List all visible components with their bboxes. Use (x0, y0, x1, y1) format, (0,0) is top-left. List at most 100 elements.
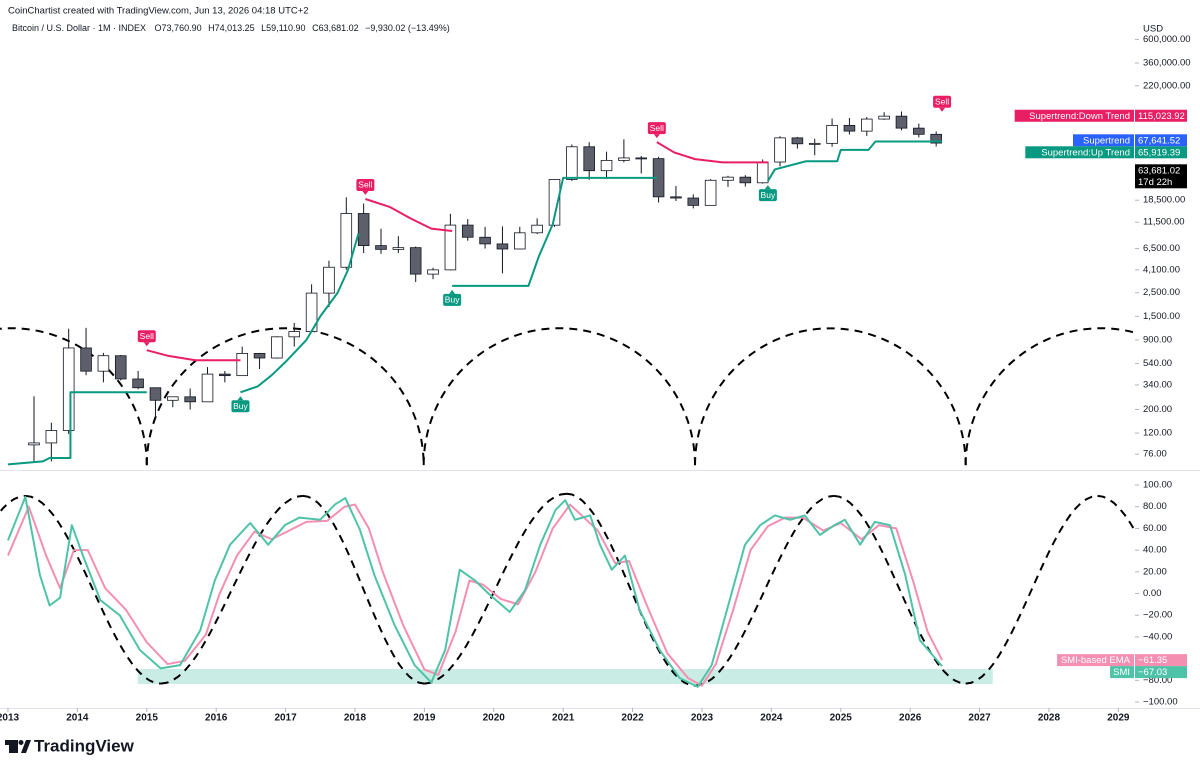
ohlc-change: −9,930.02 (−13.49%) (365, 23, 450, 33)
candle-body (791, 137, 804, 145)
candle-body (132, 378, 144, 389)
y-tick-label: 0.00 (1143, 588, 1162, 599)
ohlc-high: H74,013.25 (208, 23, 255, 33)
price-badge (1135, 109, 1187, 122)
x-tick-label: 2016 (205, 713, 228, 724)
series-name-label: SMI (1113, 667, 1130, 678)
candle-body (514, 232, 526, 250)
y-tick-label: 40.00 (1143, 545, 1167, 556)
line-series (146, 141, 768, 362)
candle-body (913, 127, 925, 135)
price-badge-note: 17d 22h (1138, 177, 1172, 188)
signal-label: Sell (935, 97, 949, 107)
candle-body (323, 266, 335, 294)
y-tick-label: 100.00 (1143, 480, 1172, 491)
candle-body (808, 142, 821, 145)
candle-body (878, 115, 890, 120)
candle-body (826, 124, 838, 144)
signal-label: Buy (761, 190, 776, 200)
y-tick-label: 2,500.00 (1143, 287, 1180, 298)
x-tick-label: 2019 (413, 713, 436, 724)
cycle-wave (160, 494, 304, 685)
logo-icon (21, 740, 31, 753)
candle-body (635, 157, 648, 160)
candle-body (531, 224, 543, 234)
candle-body (28, 442, 40, 446)
signal-badge (231, 400, 250, 413)
candle-body (496, 243, 509, 250)
ohlc-open: O73,760.90 (155, 23, 202, 33)
signal-pointer (653, 134, 660, 139)
candle-body (167, 396, 179, 401)
signal-badge (443, 293, 462, 306)
candle-body (271, 336, 283, 359)
candle-body (253, 352, 266, 359)
cycle-arc (0, 327, 148, 466)
price-pane: Sell Buy Sell Buy Sell Buy Sell (0, 95, 1135, 466)
y-tick-label: 200.00 (1143, 404, 1172, 415)
candle-body (392, 247, 405, 250)
candle-body (704, 179, 717, 206)
x-tick-label: 2020 (483, 713, 506, 724)
candle-body (201, 373, 214, 403)
signal-label: Sell (358, 180, 372, 190)
candle-body (444, 224, 457, 271)
candle-body (670, 196, 682, 199)
logo-text: TradingView (34, 736, 135, 755)
y-tick-label: 4,100.00 (1143, 264, 1180, 275)
candle-body (774, 137, 786, 163)
candle-body (97, 355, 110, 372)
x-tick-label: 2014 (66, 713, 89, 724)
signal-badge (933, 95, 952, 108)
candle-body (184, 396, 196, 403)
signal-pointer (939, 107, 946, 112)
logo-icon (5, 740, 14, 745)
cycle-wave (833, 494, 966, 685)
signal-badge (356, 178, 375, 191)
logo-icon (18, 740, 24, 745)
x-tick-label: 2024 (760, 713, 783, 724)
candle-body (583, 146, 595, 172)
axes: 76.00 120.00 200.00 340.00 540.00 900.00 1,500… (0, 34, 1191, 724)
signal-pointer (362, 190, 369, 195)
smi-pane (0, 492, 1135, 688)
candle-body (409, 247, 422, 275)
logo: TradingView (5, 736, 135, 755)
price-badge (1135, 134, 1187, 147)
cycle-arc (422, 327, 697, 466)
candle-body (219, 373, 231, 377)
y-tick-label: 120.00 (1143, 428, 1172, 439)
cycle-wave (965, 494, 1098, 685)
cycle-wave (302, 494, 425, 685)
currency: USD (1143, 24, 1163, 35)
price-badge (1135, 164, 1187, 189)
series-name-label: Supertrend (1083, 135, 1130, 146)
y-tick-label: 1,500.00 (1143, 311, 1180, 322)
y-tick-label: 540.00 (1143, 358, 1172, 369)
candle-body (357, 213, 370, 247)
signal-label: Sell (140, 331, 154, 341)
candle-body (860, 118, 873, 132)
candle-body (236, 352, 248, 377)
signal-badge (137, 330, 156, 343)
y-tick-label: −80.00 (1143, 675, 1172, 686)
candle-body (375, 245, 387, 250)
y-tick-label: 360,000.00 (1143, 58, 1191, 69)
candle-body (461, 224, 474, 238)
candle-body (566, 146, 578, 180)
candle-body (687, 197, 700, 206)
series-name-label: SMI-based EMA (1061, 655, 1131, 666)
line-series (7, 140, 943, 466)
y-tick-label: 340.00 (1143, 379, 1172, 390)
price-badge-label: 115,023.92 (1138, 111, 1185, 122)
signal-pointer (764, 185, 771, 190)
y-tick-label: 11,500.00 (1143, 217, 1185, 228)
series-name-badge (1025, 146, 1134, 159)
y-tick-label: 18,500.00 (1143, 195, 1185, 206)
y-tick-label: 60.00 (1143, 523, 1167, 534)
logo-icon (9, 740, 18, 753)
cycle-wave (25, 494, 161, 685)
x-tick-label: 2015 (136, 713, 159, 724)
